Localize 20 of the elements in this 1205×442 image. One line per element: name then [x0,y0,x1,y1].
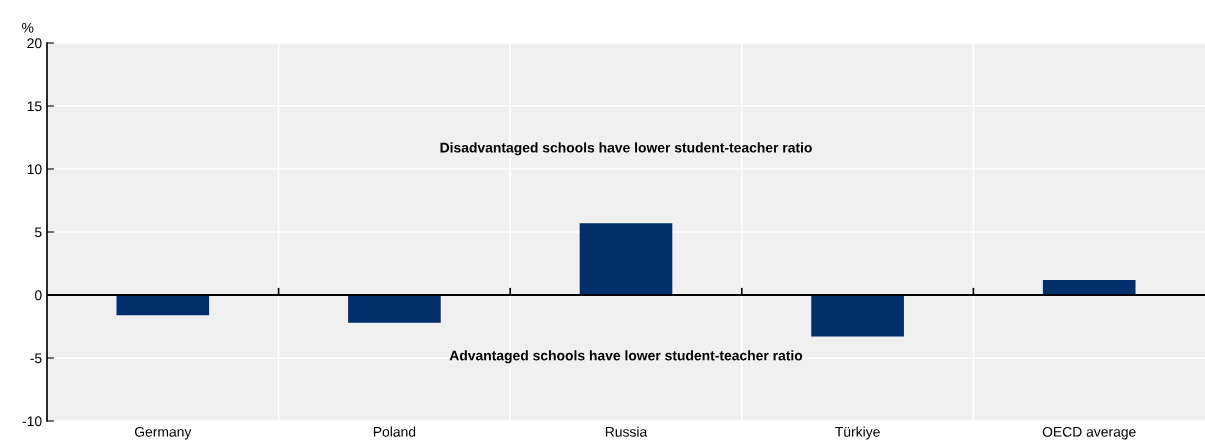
x-tick-label: Germany [134,426,192,440]
y-tick-label: -10 [22,416,42,427]
x-tick-label: Poland [373,426,416,437]
bar [811,295,904,337]
annotation: Advantaged schools have lower student-teacher ratio [449,350,803,364]
bar [579,223,673,295]
y-axis-title: % [22,22,34,33]
bar [1042,279,1136,295]
y-tick-label: 5 [34,227,42,238]
x-tick-label: Russia [605,426,648,437]
y-tick-label: 15 [27,101,42,112]
bar [116,295,210,316]
y-tick-label: -5 [30,353,42,364]
y-tick-label: 0 [34,290,42,301]
annotation: Disadvantaged schools have lower student-teacher ratio [440,142,812,156]
x-tick-label: Türkiye [835,426,880,440]
y-tick-label: 20 [27,38,42,49]
y-tick-label: 10 [27,164,42,175]
bar [348,295,441,323]
x-tick-label: OECD average [1042,426,1136,440]
